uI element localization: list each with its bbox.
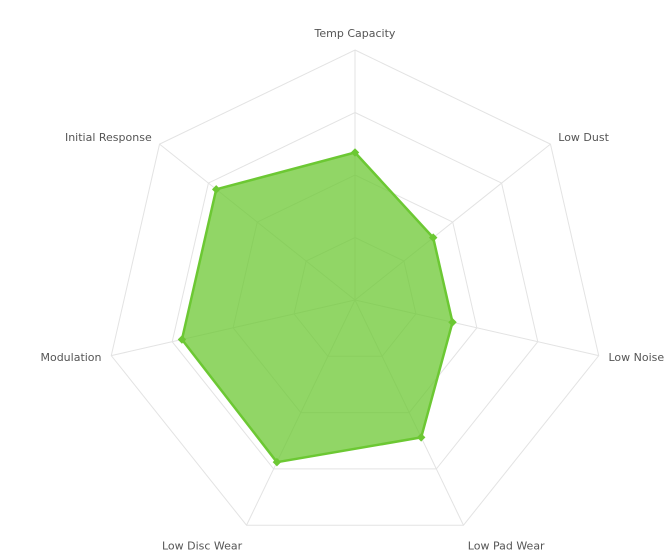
point-marker <box>448 318 457 327</box>
point-marker <box>211 185 221 194</box>
grid-ring <box>110 49 600 526</box>
point-marker <box>416 433 426 442</box>
point-marker <box>272 457 282 467</box>
axis-label: Initial Response <box>65 131 152 144</box>
axis-label: Modulation <box>40 351 101 364</box>
axis-label: Low Dust <box>558 131 609 144</box>
point-marker <box>177 335 187 344</box>
point-marker <box>428 233 438 242</box>
axis-label: Low Noise <box>608 351 664 364</box>
axis-label: Low Pad Wear <box>468 539 545 552</box>
axis-label: Temp Capacity <box>314 27 396 40</box>
point-marker <box>350 148 360 157</box>
radar-area <box>180 151 454 464</box>
grid-ring <box>171 111 539 470</box>
axis-label: Low Disc Wear <box>162 539 243 552</box>
